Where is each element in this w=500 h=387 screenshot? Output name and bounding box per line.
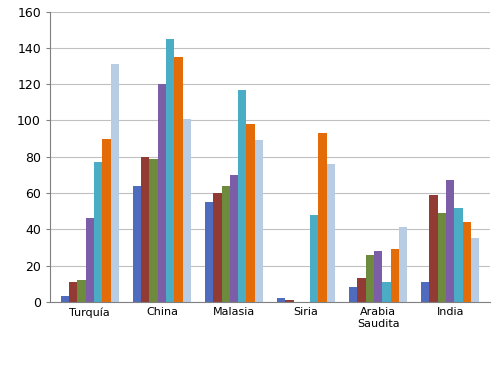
- Bar: [374, 251, 382, 302]
- Bar: [246, 124, 254, 302]
- Bar: [158, 84, 166, 302]
- Bar: [110, 64, 119, 302]
- Bar: [471, 238, 479, 302]
- Bar: [86, 218, 94, 302]
- Bar: [102, 139, 110, 302]
- Bar: [69, 282, 78, 302]
- Bar: [182, 119, 191, 302]
- Bar: [230, 175, 238, 302]
- Bar: [78, 280, 86, 302]
- Bar: [327, 164, 335, 302]
- Bar: [462, 222, 471, 302]
- Bar: [438, 213, 446, 302]
- Bar: [213, 193, 222, 302]
- Bar: [222, 186, 230, 302]
- Bar: [446, 180, 454, 302]
- Bar: [277, 298, 285, 302]
- Bar: [166, 39, 174, 302]
- Bar: [61, 296, 69, 302]
- Bar: [421, 282, 430, 302]
- Bar: [399, 228, 407, 302]
- Bar: [430, 195, 438, 302]
- Bar: [286, 300, 294, 302]
- Bar: [254, 140, 263, 302]
- Bar: [358, 278, 366, 302]
- Bar: [390, 249, 399, 302]
- Bar: [310, 215, 318, 302]
- Bar: [150, 159, 158, 302]
- Bar: [141, 157, 150, 302]
- Bar: [318, 133, 327, 302]
- Bar: [238, 90, 246, 302]
- Bar: [94, 162, 102, 302]
- Bar: [382, 282, 390, 302]
- Bar: [349, 287, 358, 302]
- Bar: [205, 202, 213, 302]
- Bar: [366, 255, 374, 302]
- Bar: [454, 207, 462, 302]
- Bar: [174, 57, 182, 302]
- Bar: [133, 186, 141, 302]
